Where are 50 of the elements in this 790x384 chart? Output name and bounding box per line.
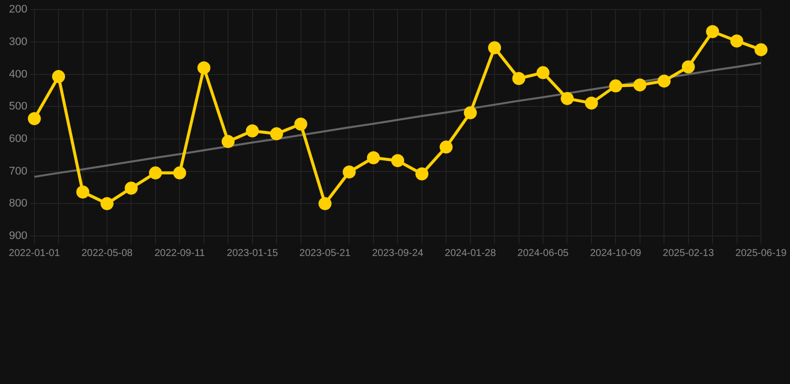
x-tick-label: 2024-01-28 — [444, 248, 496, 259]
y-tick-label: 200 — [8, 4, 28, 16]
x-tick-label: 2025-06-19 — [735, 248, 788, 259]
point — [609, 79, 622, 92]
point — [52, 70, 66, 84]
x-tick-label: 2025-02-13 — [662, 248, 714, 259]
point — [682, 60, 695, 74]
y-tick-label: 800 — [8, 198, 28, 210]
x-tick-label: 2024-06-05 — [517, 248, 570, 259]
point — [488, 41, 502, 54]
point — [28, 112, 41, 126]
point — [197, 61, 210, 74]
point — [318, 197, 332, 210]
point — [76, 186, 90, 199]
point — [658, 74, 671, 88]
y-tick-label: 500 — [8, 100, 28, 113]
y-tick-label: 700 — [8, 165, 28, 178]
point — [730, 34, 744, 48]
x-tick-label: 2023-01-15 — [226, 248, 278, 259]
point — [754, 43, 768, 56]
point — [342, 165, 356, 178]
point — [584, 96, 598, 110]
point — [222, 135, 235, 148]
point — [464, 106, 477, 120]
point — [270, 127, 284, 140]
y-tick-label: 400 — [8, 68, 28, 80]
point — [100, 197, 114, 210]
point — [294, 118, 308, 131]
x-tick-label: 2023-09-24 — [372, 248, 424, 259]
x-tick-label: 2022-01-01 — [8, 248, 60, 259]
point — [148, 166, 162, 180]
point — [415, 167, 428, 180]
y-tick-label: 900 — [8, 230, 28, 242]
y-tick-label: 300 — [8, 36, 28, 48]
point — [560, 92, 574, 106]
point — [246, 124, 259, 138]
x-tick-label: 2022-05-08 — [81, 248, 134, 259]
point — [391, 154, 404, 168]
y-tick-label: 600 — [8, 133, 28, 146]
point — [124, 182, 138, 195]
point — [512, 72, 526, 85]
point — [173, 166, 186, 180]
point — [536, 66, 550, 80]
x-tick-label: 2024-10-09 — [590, 248, 642, 259]
x-tick-label: 2022-09-11 — [154, 248, 206, 259]
point — [440, 140, 453, 154]
point — [366, 151, 380, 164]
x-tick-label: 2023-05-21 — [299, 248, 352, 259]
point — [633, 78, 646, 92]
point — [706, 25, 720, 38]
